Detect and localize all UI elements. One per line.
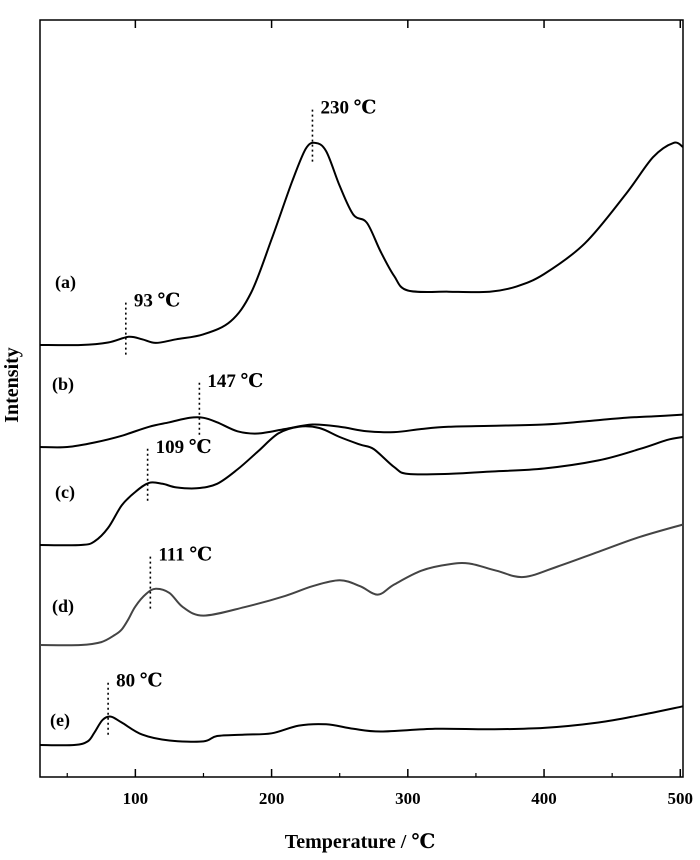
series-line-2 [39,413,684,449]
x-axis-ticks [66,20,682,777]
series-label-5: (e) [50,710,70,731]
series-label-1: (a) [55,272,76,293]
x-tick-label-100: 100 [123,789,149,808]
x-tick-label-500: 500 [668,789,694,808]
series-label-4: (d) [52,596,74,617]
series-line-4 [39,523,684,647]
peak-label-2: 147 ℃ [207,371,263,392]
x-axis-tick-labels: 100 200 300 400 500 [123,789,693,808]
peak-label-5: 80 ℃ [116,671,163,692]
x-tick-label-400: 400 [531,789,557,808]
series-line-3 [39,425,684,547]
peak-label-3: 109 ℃ [156,437,212,458]
series-label-3: (c) [55,482,75,503]
x-tick-label-200: 200 [259,789,285,808]
series-label-2: (b) [52,374,74,395]
series-layer [39,141,684,747]
y-axis-title: Intensity [1,347,23,423]
x-axis-title: Temperature / ℃ [285,831,436,853]
peak-label-1: 93 ℃ [134,291,181,312]
peak-label-4: 111 ℃ [158,545,212,566]
peak-label-1b: 230 ℃ [320,98,376,119]
series-line-5 [39,705,684,747]
x-tick-label-300: 300 [395,789,421,808]
peak-markers: 93 ℃ 230 ℃ 147 ℃ 109 ℃ 111 ℃ 80 ℃ [107,98,376,738]
plot-frame [39,19,684,778]
series-line-1 [39,141,684,347]
series-labels: (a) (b) (c) (d) (e) [50,272,76,731]
